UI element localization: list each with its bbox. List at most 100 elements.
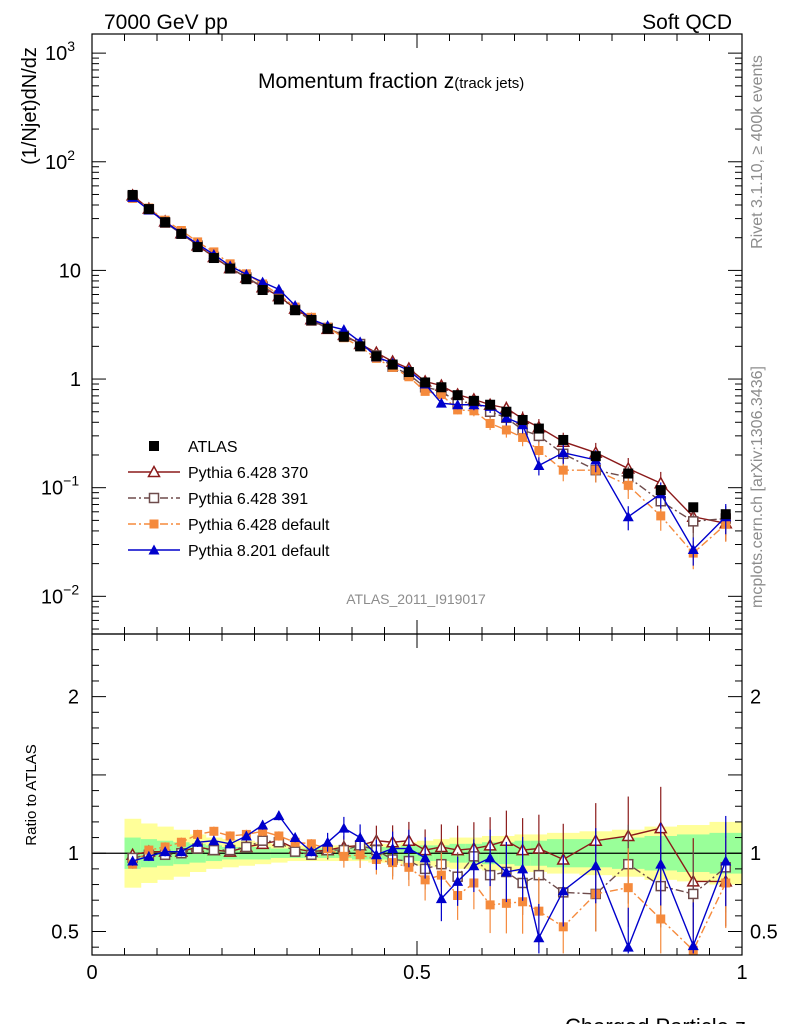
- data-point: [241, 274, 252, 285]
- data-point: [338, 324, 350, 335]
- data-point: [224, 838, 236, 849]
- data-point: [339, 851, 349, 861]
- x-ticks: 0 0.5 1: [86, 34, 748, 984]
- data-point: [208, 835, 220, 846]
- data-point: [403, 367, 414, 378]
- data-point: [148, 544, 160, 555]
- y-tick-exponent: −1: [63, 473, 79, 489]
- data-point: [485, 399, 496, 410]
- beam-label: 7000 GeV pp: [104, 11, 228, 34]
- data-point: [623, 480, 633, 490]
- data-point: [452, 399, 464, 410]
- data-point: [209, 826, 219, 836]
- y-tick-label: 10: [59, 260, 81, 282]
- rivet-version-label: Rivet 3.1.10, ≥ 400k events: [749, 55, 766, 249]
- data-point: [305, 846, 317, 857]
- series-pythia-6-428-391: [127, 191, 731, 538]
- data-point: [720, 509, 731, 520]
- data-point: [557, 885, 569, 896]
- chart-title-sub: (track jets): [454, 75, 524, 92]
- ratio-xlabel: Charged Particle z: [565, 1014, 746, 1024]
- data-point: [484, 852, 496, 863]
- x-tick-label: 0: [86, 962, 97, 984]
- x-tick-label: 0.5: [403, 962, 431, 984]
- main-ylabel: (1/Njet)dN/dz: [19, 47, 41, 165]
- x-tick-label: 1: [736, 962, 747, 984]
- series-atlas: [127, 189, 731, 520]
- data-point: [322, 323, 333, 334]
- data-point: [355, 341, 366, 352]
- data-point: [192, 242, 203, 253]
- data-point: [149, 519, 159, 529]
- data-point: [289, 832, 301, 843]
- data-point: [622, 511, 634, 522]
- data-point: [273, 810, 285, 821]
- data-point: [590, 860, 602, 871]
- data-point: [436, 390, 446, 400]
- data-point: [688, 516, 699, 527]
- data-point: [436, 382, 447, 393]
- data-point: [420, 875, 430, 885]
- data-point: [176, 228, 187, 239]
- y-tick-label-right: 1: [750, 843, 761, 865]
- data-point: [517, 414, 528, 425]
- data-point: [452, 875, 464, 886]
- data-point: [127, 855, 139, 866]
- category-label: Soft QCD: [642, 11, 732, 34]
- data-point: [435, 893, 447, 904]
- ratio-pythia-8-201-default: [127, 810, 732, 954]
- data-point: [149, 441, 159, 451]
- data-point: [534, 445, 544, 455]
- data-point: [143, 204, 154, 215]
- data-point: [306, 839, 316, 849]
- data-point: [355, 850, 365, 860]
- data-point: [533, 460, 545, 471]
- legend: ATLAS Pythia 6.428 370 Pythia 6.428 391 Pyt…: [128, 439, 330, 560]
- data-point: [192, 836, 204, 847]
- data-point: [208, 253, 219, 264]
- y-tick-label: 103: [45, 38, 75, 65]
- ratio-panel: 0 0.5 10.5 0.51 12 2: [51, 34, 778, 984]
- ratio-ylabel: Ratio to ATLAS: [23, 744, 40, 845]
- data-point: [148, 492, 160, 504]
- legend-item: ATLAS: [149, 439, 238, 456]
- data-point: [175, 846, 187, 857]
- data-point: [241, 841, 252, 853]
- ratio-y-ticks: 0.5 0.5 1 1 2 2: [51, 649, 778, 948]
- data-point: [257, 285, 268, 296]
- legend-item: Pythia 6.428 default: [128, 517, 330, 534]
- data-point: [147, 464, 161, 478]
- data-point: [501, 898, 511, 908]
- y-tick-label: 102: [45, 147, 75, 174]
- data-point: [338, 822, 350, 833]
- data-point: [436, 870, 446, 880]
- data-point: [289, 846, 301, 857]
- data-point: [688, 888, 699, 900]
- data-point: [225, 831, 235, 841]
- y-tick-label: 1: [68, 843, 79, 865]
- data-point: [354, 832, 366, 843]
- data-point: [273, 283, 285, 294]
- y-tick-exponent: 3: [67, 38, 75, 54]
- data-point: [557, 447, 569, 458]
- data-point: [225, 263, 236, 274]
- legend-label: Pythia 8.201 default: [188, 543, 330, 560]
- data-point: [623, 468, 634, 479]
- y-tick-label-right: 2: [750, 687, 761, 709]
- data-point: [518, 897, 528, 907]
- data-point: [290, 305, 301, 316]
- legend-label: Pythia 6.428 default: [188, 517, 330, 534]
- chart-title-var: z: [444, 70, 455, 93]
- data-point: [419, 852, 431, 863]
- data-point: [622, 941, 634, 952]
- legend-item: Pythia 6.428 370: [128, 464, 308, 482]
- data-point: [274, 831, 284, 841]
- data-point: [387, 359, 398, 370]
- legend-item: Pythia 6.428 391: [128, 491, 308, 508]
- series-pythia-6-428-370: [125, 188, 733, 541]
- y-tick-exponent: −2: [63, 581, 79, 597]
- data-point: [257, 819, 269, 830]
- legend-label: Pythia 6.428 370: [188, 465, 308, 482]
